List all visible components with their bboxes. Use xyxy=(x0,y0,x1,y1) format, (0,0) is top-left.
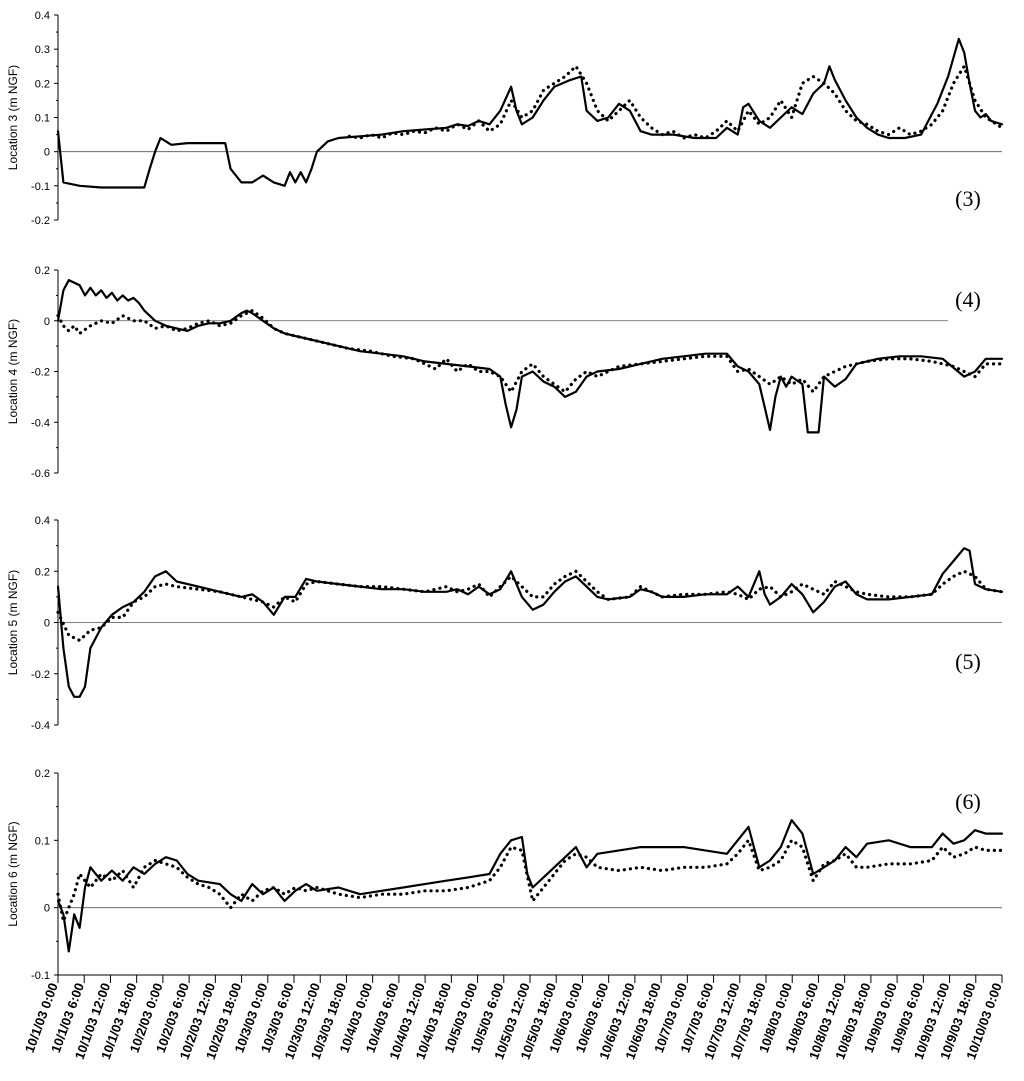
y-tick-label: 0.2 xyxy=(35,768,50,780)
y-axis-label-1: Location 3 (m NGF) xyxy=(6,65,20,170)
y-axis-label-4: Location 6 (m NGF) xyxy=(6,821,20,926)
y-axis-label-2: Location 4 (m NGF) xyxy=(6,319,20,424)
panel-tag-2: (4) xyxy=(955,287,981,312)
y-tick-label: 0 xyxy=(44,316,50,328)
series-dotted-location-6 xyxy=(56,838,1004,923)
y-tick-label: 0.4 xyxy=(35,10,50,22)
y-tick-label: -0.1 xyxy=(31,970,50,982)
y-tick-label: -0.4 xyxy=(31,720,50,732)
y-tick-label: -0.2 xyxy=(31,669,50,681)
y-tick-label: -0.1 xyxy=(31,181,50,193)
y-tick-label: 0 xyxy=(44,618,50,630)
series-dotted-location-5 xyxy=(56,569,1004,642)
y-tick-label: 0.2 xyxy=(35,78,50,90)
y-tick-label: 0 xyxy=(44,903,50,915)
y-tick-label: -0.2 xyxy=(31,215,50,227)
y-tick-label: 0.4 xyxy=(35,515,50,527)
series-solid-location-4 xyxy=(56,279,1004,434)
y-tick-label: 0.1 xyxy=(35,835,50,847)
series-dotted-location-3 xyxy=(347,64,1004,140)
panel-tag-1: (3) xyxy=(955,186,981,211)
series-solid-location-3 xyxy=(56,37,1004,189)
y-axis-label-3: Location 5 (m NGF) xyxy=(6,570,20,675)
y-tick-label: 0.2 xyxy=(35,566,50,578)
panel-tag-3: (5) xyxy=(955,649,981,674)
y-tick-label: -0.6 xyxy=(31,468,50,480)
y-tick-label: -0.2 xyxy=(31,367,50,379)
y-tick-label: 0 xyxy=(44,147,50,159)
y-tick-label: 0.3 xyxy=(35,44,50,56)
series-dotted-location-4 xyxy=(56,309,1004,394)
y-tick-label: -0.4 xyxy=(31,417,50,429)
panel-tag-4: (6) xyxy=(955,789,981,814)
series-solid-location-5 xyxy=(56,547,1004,698)
y-tick-label: 0.2 xyxy=(35,265,50,277)
y-tick-label: 0.1 xyxy=(35,113,50,125)
